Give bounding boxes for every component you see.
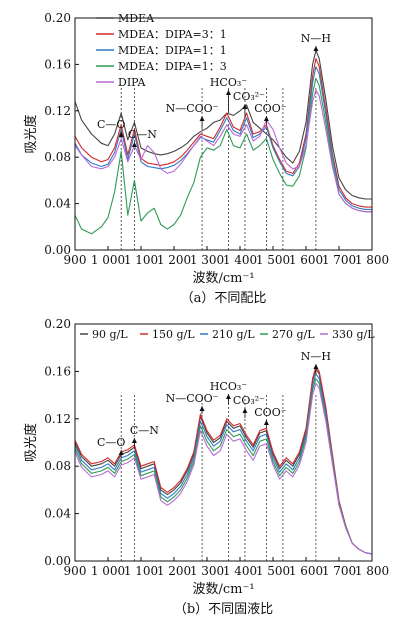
series-line-2 [74, 373, 373, 555]
series-line-0 [74, 49, 372, 200]
annotation-label: COO⁻ [254, 102, 286, 115]
x-axis-label: 波数/cm⁻¹ [192, 271, 254, 286]
annotation-arrowhead [118, 132, 124, 137]
chart-caption: （a）不同配比 [181, 291, 267, 306]
annotation-label: C—O [97, 118, 125, 131]
annotation-arrowhead [131, 142, 137, 147]
x-tick-label: 1 300 [190, 564, 224, 578]
annotation-label: HCO₃⁻ [210, 76, 247, 89]
annotation-arrowhead [131, 438, 137, 443]
annotation-label: N—H [301, 32, 331, 45]
x-axis-label: 波数/cm⁻¹ [192, 582, 254, 597]
annotation-label: COO⁻ [254, 406, 286, 419]
annotation-label: C—O [97, 436, 125, 449]
y-tick-label: 0.04 [44, 507, 71, 521]
x-tick-label: 1 600 [289, 253, 323, 267]
series-line-4 [74, 89, 372, 213]
y-tick-label: 0.08 [44, 150, 71, 164]
plot-frame [74, 323, 373, 562]
x-tick-label: 1 000 [91, 253, 125, 267]
x-tick-label: 1 000 [91, 564, 125, 578]
annotation-label: N—COO⁻ [166, 392, 219, 405]
series-line-1 [74, 366, 373, 555]
y-tick-label: 0.08 [44, 459, 71, 473]
series-line-3 [74, 377, 373, 555]
y-tick-label: 0.20 [44, 11, 71, 25]
legend-label-1: MDEA：DIPA=3：1 [118, 28, 227, 41]
x-tick-label: 900 [64, 253, 87, 267]
x-tick-label: 1 100 [124, 253, 158, 267]
legend-label-4: DIPA [118, 76, 147, 89]
y-axis-label: 吸光度 [23, 114, 39, 153]
annotation-label: CO₃²⁻ [233, 90, 265, 103]
y-tick-label: 0.16 [44, 364, 71, 378]
annotation-arrowhead [225, 90, 231, 95]
x-tick-label: 1 500 [256, 253, 290, 267]
annotation-arrowhead [242, 408, 248, 413]
legend-label-2: 210 g/L [212, 328, 255, 341]
annotation-arrowhead [199, 406, 205, 411]
legend-label-0: MDEA [118, 12, 155, 25]
plot-frame [74, 17, 373, 251]
annotation-label: N—H [301, 350, 331, 363]
x-tick-label: 1 600 [289, 564, 323, 578]
y-tick-label: 0.12 [44, 412, 71, 426]
legend-label-3: MDEA：DIPA=1：3 [118, 60, 227, 73]
annotation-arrowhead [118, 450, 124, 455]
x-tick-label: 1 100 [124, 564, 158, 578]
y-axis-label: 吸光度 [23, 423, 39, 462]
y-tick-label: 0.00 [44, 243, 71, 257]
annotation-arrowhead [313, 364, 319, 369]
annotation-arrowhead [225, 394, 231, 399]
x-tick-label: 1 200 [157, 564, 191, 578]
x-tick-label: 1 700 [322, 564, 356, 578]
y-tick-label: 0.00 [44, 554, 71, 568]
x-tick-label: 1 500 [256, 564, 290, 578]
x-tick-label: 1 200 [157, 253, 191, 267]
annotation-label: HCO₃⁻ [210, 380, 247, 393]
y-tick-label: 0.16 [44, 57, 71, 71]
x-tick-label: 1 300 [190, 253, 224, 267]
annotation-label: N—COO⁻ [166, 102, 219, 115]
annotation-arrowhead [313, 46, 319, 51]
annotation-arrowhead [263, 420, 269, 425]
x-tick-label: 900 [64, 564, 87, 578]
annotation-arrowhead [199, 116, 205, 121]
y-tick-label: 0.20 [44, 318, 71, 331]
annotation-label: C—N [130, 424, 159, 437]
figure-b: 0.00 0.04 0.08 0.12 0.16 0.20 900 1 000 1 100 1 2… [0, 318, 410, 636]
chart-caption: （b）不同固液比 [174, 602, 273, 617]
x-tick-label: 1 700 [322, 253, 356, 267]
figure-a: 0.00 0.04 0.08 0.12 0.16 0.20 900 1 000 1 100 1 2… [23, 11, 389, 306]
series-line-2 [74, 66, 372, 210]
x-tick-label: 1 800 [355, 253, 389, 267]
legend-label-2: MDEA：DIPA=1：1 [118, 44, 227, 57]
y-tick-label: 0.12 [44, 104, 71, 118]
legend-label-3: 270 g/L [272, 328, 315, 341]
annotation-label: C—N [128, 128, 157, 141]
legend-label-0: 90 g/L [92, 328, 128, 341]
annotation-arrowhead [263, 116, 269, 121]
annotation-arrowhead [242, 104, 248, 109]
legend-label-4: 330 g/L [332, 328, 375, 341]
annotation-label: CO₃²⁻ [233, 394, 265, 407]
x-tick-label: 1 400 [223, 253, 257, 267]
x-tick-label: 1 800 [355, 564, 389, 578]
series-line-4 [74, 382, 373, 555]
series-line-3 [74, 77, 372, 235]
series-line-1 [74, 58, 372, 208]
y-tick-label: 0.04 [44, 197, 71, 211]
x-tick-label: 1 400 [223, 564, 257, 578]
legend-label-1: 150 g/L [152, 328, 195, 341]
